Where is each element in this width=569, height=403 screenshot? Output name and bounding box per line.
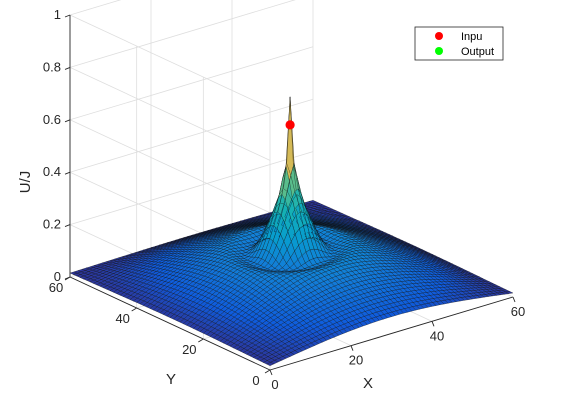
x-axis-line [269, 296, 514, 371]
x-tick-mark [350, 345, 354, 351]
y-tick-mark [264, 369, 271, 374]
y-tick-label: 20 [182, 342, 196, 357]
z-tick-label: 0 [54, 269, 61, 284]
z-tick-mark [64, 119, 71, 123]
z-tick-mark [64, 276, 71, 280]
y-tick-label: 40 [115, 311, 129, 326]
z-tick-mark [64, 224, 71, 228]
surface-patch [505, 291, 514, 294]
z-tick-label: 1 [54, 7, 61, 22]
x-tick-mark [269, 369, 273, 376]
x-tick-label: 40 [430, 328, 444, 343]
side-wall-gridline-z [69, 14, 271, 109]
legend-label-output: Output [461, 46, 494, 58]
y-axis-title: Y [166, 371, 176, 388]
y-tick-mark [131, 307, 137, 312]
surface-mesh [69, 96, 514, 366]
legend: Inpu Output [414, 26, 504, 61]
back-wall-gridline-z [69, 98, 314, 173]
legend-label-inpu: Inpu [461, 31, 482, 43]
z-tick-mark [64, 14, 71, 18]
legend-box [414, 26, 504, 61]
marker-inpu [285, 120, 295, 130]
back-wall-gridline-z [69, 151, 314, 225]
back-wall-gridline-z [69, 0, 296, 68]
x-tick-label: 60 [511, 304, 525, 319]
y-axis-line [69, 276, 271, 371]
x-tick-label: 20 [349, 353, 363, 368]
side-wall-gridline-z [69, 119, 271, 214]
marker-layer [285, 120, 295, 130]
x-axis-title: X [363, 375, 373, 392]
y-tick-label: 60 [49, 280, 63, 295]
x-tick-label: 0 [271, 377, 278, 392]
z-tick-label: 0.4 [43, 164, 61, 179]
z-tick-label: 0.2 [43, 217, 61, 232]
z-tick-label: 0.8 [43, 59, 61, 74]
x-tick-mark [431, 321, 435, 327]
back-wall-gridline-z [69, 0, 122, 16]
legend-marker-inpu [435, 32, 443, 40]
back-wall-gridline-z [69, 46, 314, 121]
x-tick-mark [512, 296, 516, 303]
z-tick-mark [64, 66, 71, 70]
z-tick-label: 0.6 [43, 112, 61, 127]
legend-marker-output [435, 47, 443, 55]
z-tick-mark [64, 171, 71, 175]
y-tick-label: 0 [252, 373, 259, 388]
side-wall-gridline-z [69, 67, 271, 161]
z-axis-title: U/J [17, 171, 34, 194]
y-tick-mark [198, 338, 204, 343]
